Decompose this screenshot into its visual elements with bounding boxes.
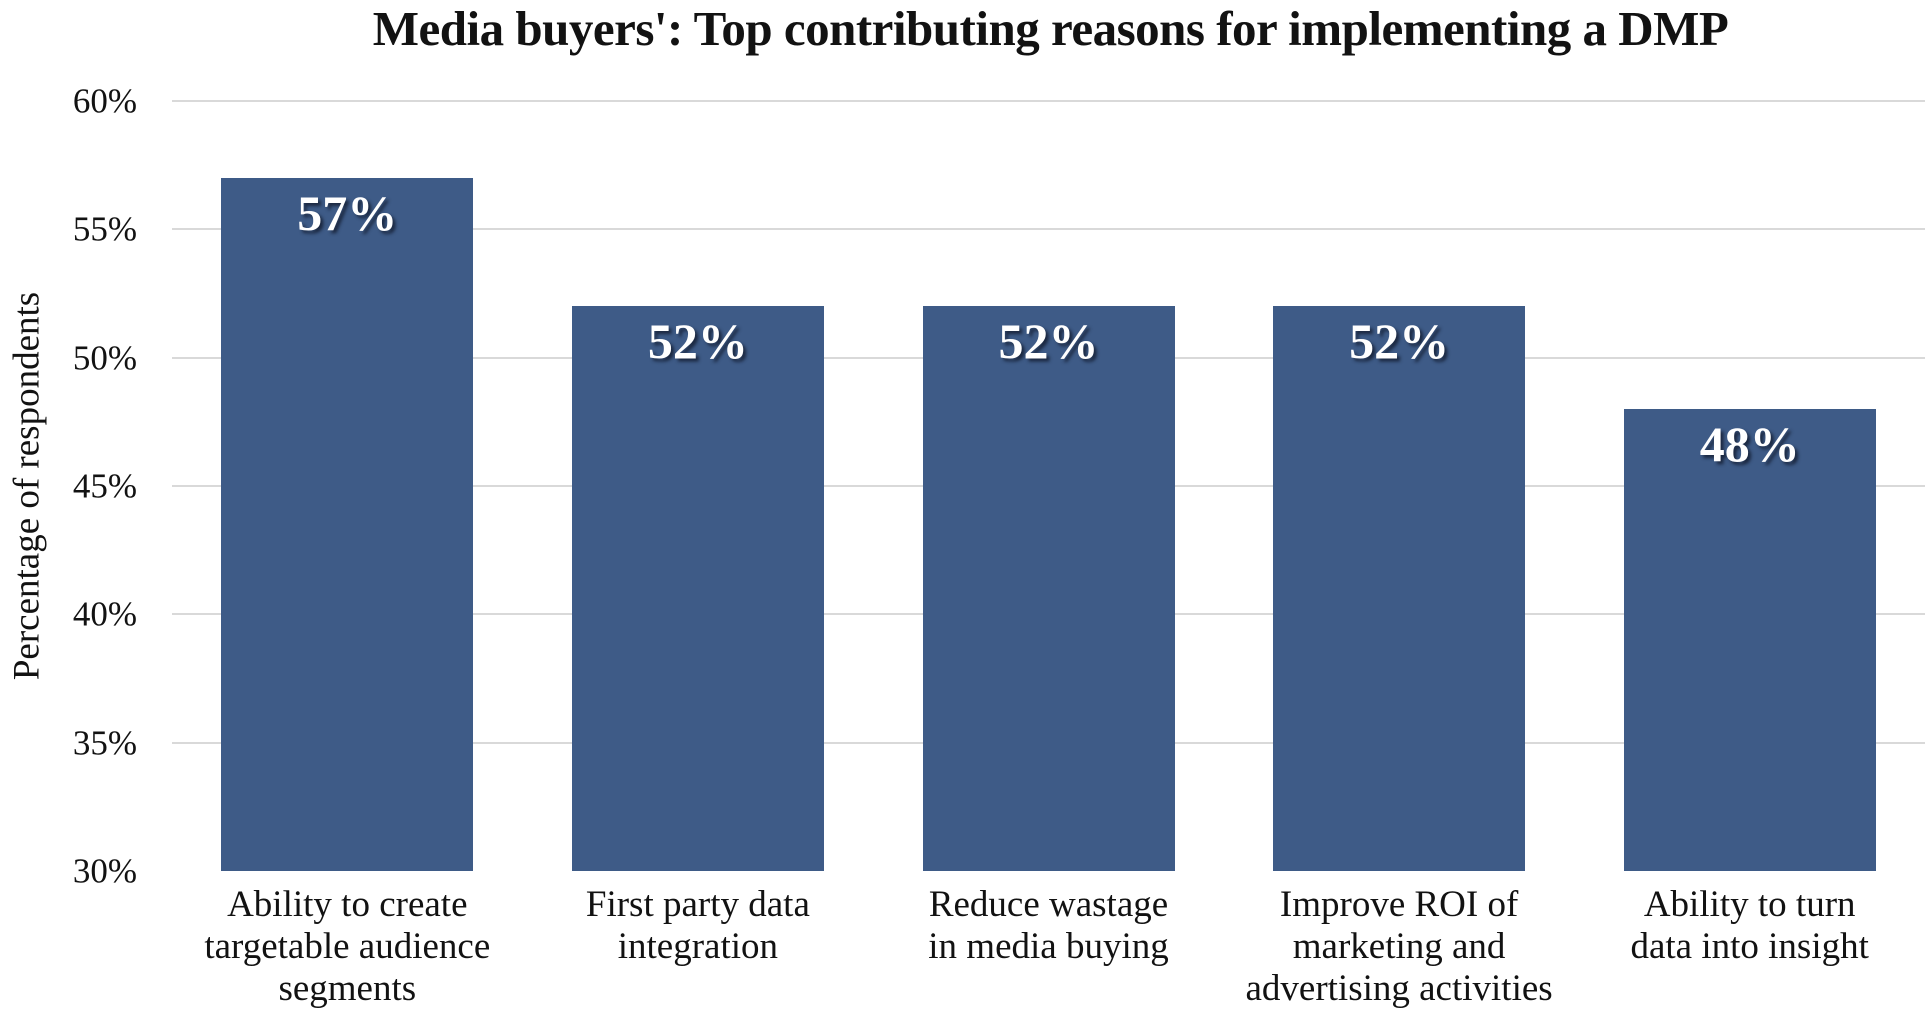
bar-value-label: 48% — [1699, 416, 1800, 472]
category-label-line: Improve ROI of — [1279, 884, 1519, 925]
y-tick-label: 45% — [72, 466, 137, 506]
category-label-line: marketing and — [1292, 926, 1506, 967]
category-label: Ability to create targetable audience segm… — [162, 884, 532, 1010]
category-label-line: Ability to turn — [1643, 884, 1856, 925]
category-label-line: advertising activities — [1245, 968, 1553, 1009]
plot-area: 57% 52% 52% 52% 48% — [172, 100, 1925, 871]
category-label-line: Reduce wastage — [928, 884, 1169, 925]
bar-value-label: 57% — [297, 185, 398, 241]
gridline — [172, 228, 1925, 231]
category-label: Reduce wastage in media buying — [864, 884, 1234, 968]
chart-title: Media buyers': Top contributing reasons … — [372, 1, 1729, 56]
bar-value-label: 52% — [998, 313, 1099, 370]
bar: 57% — [221, 178, 474, 871]
category-label-line: in media buying — [928, 926, 1169, 967]
bar-value-label: 52% — [1349, 313, 1450, 370]
y-tick-label: 40% — [72, 594, 137, 634]
y-tick-label: 60% — [72, 81, 137, 121]
category-label-line: integration — [617, 926, 779, 967]
category-label-line: First party data — [585, 884, 810, 925]
category-label: First party data integration — [513, 884, 883, 968]
bar: 48% — [1623, 409, 1876, 871]
category-label-line: data into insight — [1630, 926, 1869, 967]
category-label-line: segments — [278, 968, 417, 1009]
y-tick-label: 50% — [72, 338, 137, 378]
category-label: Ability to turn data into insight — [1565, 884, 1929, 968]
gridline — [172, 100, 1925, 102]
bar: 52% — [1273, 306, 1526, 871]
bar: 52% — [571, 306, 824, 871]
bar: 52% — [922, 306, 1175, 871]
y-tick-label: 35% — [72, 723, 137, 763]
bar-value-label: 52% — [647, 313, 748, 370]
y-tick-label: 30% — [72, 851, 137, 891]
category-label: Improve ROI of marketing and advertising a… — [1214, 884, 1584, 1010]
category-label-line: targetable audience — [204, 926, 491, 967]
category-label-line: Ability to create — [227, 884, 468, 925]
y-tick-label: 55% — [72, 209, 137, 249]
